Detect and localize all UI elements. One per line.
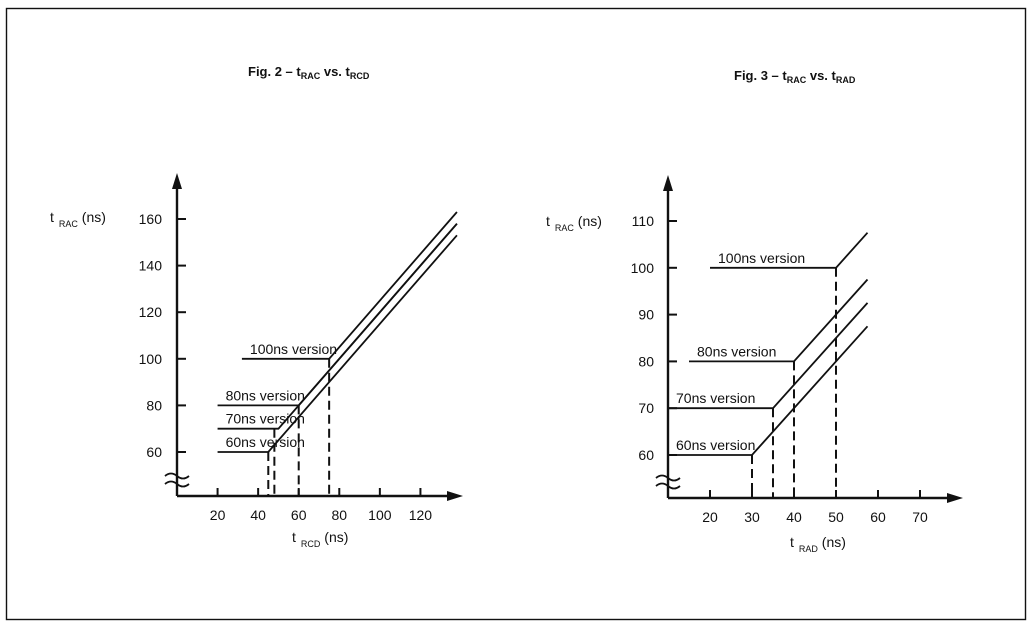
series-label: 70ns version — [676, 390, 755, 406]
x-tick-label: 60 — [870, 509, 886, 525]
y-tick-label: 140 — [139, 258, 163, 274]
axis-break-mark — [164, 480, 190, 488]
axis-break-mark — [655, 482, 681, 490]
x-tick-label: 100 — [368, 507, 392, 523]
x-tick-label: 60 — [291, 507, 307, 523]
axis-break-mark — [655, 474, 681, 482]
y-axis-label: t RAC (ns) — [50, 209, 106, 229]
chart-trac-vs-trcd: Fig. 2 – tRAC vs. tRCD t RAC (ns) t RCD (n… — [50, 64, 463, 549]
x-tick-label: 40 — [786, 509, 802, 525]
series-label: 60ns version — [676, 437, 755, 453]
axis-break-mark — [164, 472, 190, 480]
series-line — [217, 223, 458, 407]
x-tick-label: 50 — [828, 509, 844, 525]
series-line — [668, 302, 869, 410]
y-tick-label: 160 — [139, 211, 163, 227]
chart-title: Fig. 3 – tRAC vs. tRAD — [734, 68, 856, 85]
x-axis-arrowhead — [947, 493, 963, 503]
series-line — [668, 325, 869, 456]
x-tick-label: 20 — [210, 507, 226, 523]
x-tick-label: 120 — [409, 507, 433, 523]
chart-title: Fig. 2 – tRAC vs. tRCD — [248, 64, 370, 81]
x-axis-label: t RAD (ns) — [790, 534, 846, 554]
y-tick-label: 70 — [638, 400, 654, 416]
series-label: 100ns version — [718, 250, 805, 266]
x-tick-label: 70 — [912, 509, 928, 525]
x-tick-label: 40 — [250, 507, 266, 523]
x-tick-label: 20 — [702, 509, 718, 525]
y-tick-label: 80 — [638, 353, 654, 369]
y-axis-label: t RAC (ns) — [546, 213, 602, 233]
y-tick-label: 90 — [638, 307, 654, 323]
series-line — [241, 211, 458, 360]
x-tick-label: 30 — [744, 509, 760, 525]
series-line — [217, 234, 458, 453]
series-label: 80ns version — [226, 387, 305, 403]
series-line — [710, 232, 869, 269]
y-axis-arrowhead — [172, 173, 182, 189]
series-line — [689, 278, 869, 363]
x-axis-label: t RCD (ns) — [292, 529, 348, 549]
series-label: 70ns version — [226, 411, 305, 427]
series-label: 60ns version — [226, 434, 305, 450]
y-tick-label: 80 — [146, 397, 162, 413]
y-axis-arrowhead — [663, 175, 673, 191]
y-tick-label: 100 — [631, 260, 655, 276]
x-tick-label: 80 — [331, 507, 347, 523]
y-tick-label: 100 — [139, 351, 163, 367]
y-tick-label: 120 — [139, 304, 163, 320]
series-label: 80ns version — [697, 343, 776, 359]
y-tick-label: 60 — [638, 447, 654, 463]
figure-frame — [5, 7, 1027, 621]
x-axis-arrowhead — [447, 491, 463, 501]
y-tick-label: 110 — [632, 213, 655, 229]
y-tick-label: 60 — [146, 444, 162, 460]
chart-trac-vs-trad: Fig. 3 – tRAC vs. tRAD t RAC (ns) t RAD (n… — [546, 68, 963, 554]
series-label: 100ns version — [250, 341, 337, 357]
